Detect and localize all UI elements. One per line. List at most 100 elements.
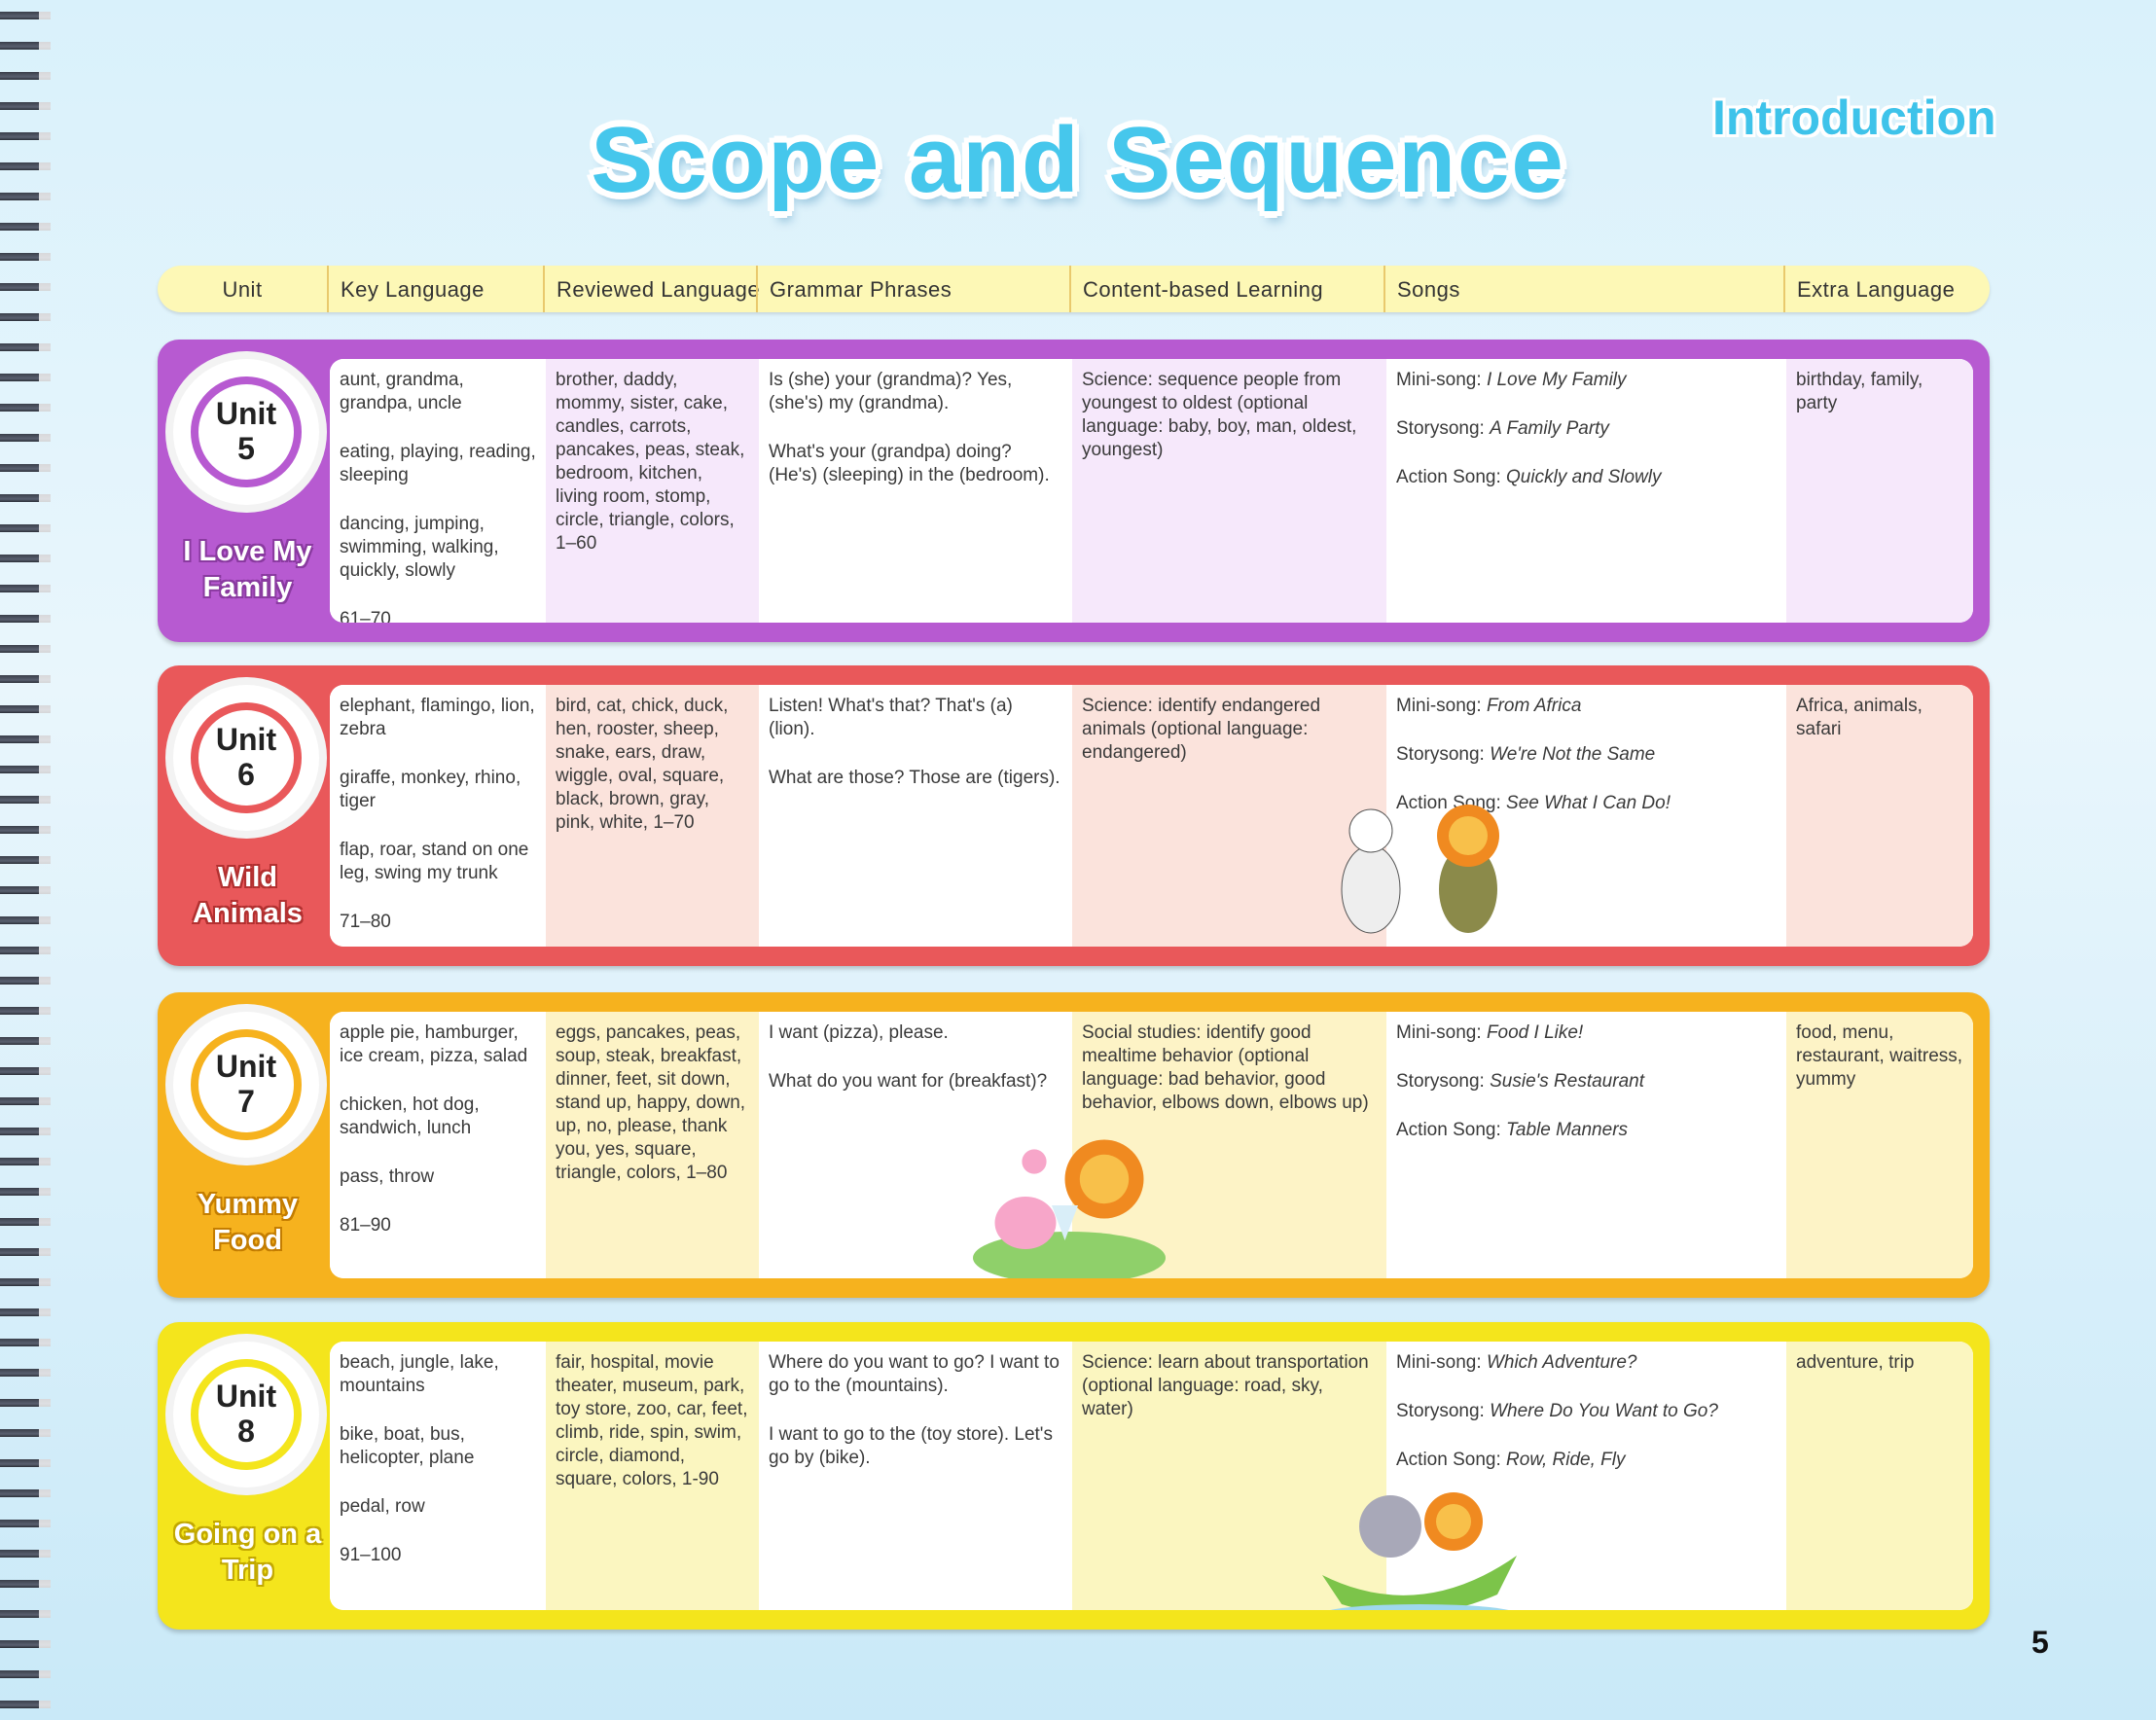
cell-text: eating, playing, reading, sleeping <box>340 442 536 485</box>
unit-badge: Unit 6 <box>173 685 319 831</box>
unit-title: Going on a Trip <box>173 1519 322 1586</box>
header-reviewed-language: Reviewed Language <box>543 266 760 312</box>
unit-row: Unit 8 Going on a Trip beach, jungle, lake,… <box>158 1322 1990 1630</box>
zebra-and-lion-explorers-illustration <box>1341 805 1499 934</box>
header-songs: Songs <box>1383 266 1783 312</box>
unit-title: Wild Animals <box>193 862 303 929</box>
unit-label: Unit <box>215 722 277 757</box>
cell-text: Listen! What's that? That's (a) (lion). <box>769 696 1013 739</box>
cell-reviewed-language: fair, hospital, movie theater, museum, p… <box>546 1342 759 1610</box>
unit-title: Yummy Food <box>197 1189 299 1256</box>
unit-content-panel: apple pie, hamburger, ice cream, pizza, … <box>330 1012 1973 1278</box>
song-title: Where Do You Want to Go? <box>1490 1401 1718 1421</box>
song-type: Action Song: <box>1396 1450 1501 1470</box>
song-entry: Mini-song: Which Adventure? <box>1396 1351 1777 1375</box>
cell-text: adventure, trip <box>1796 1352 1915 1373</box>
unit-number-ring: Unit 8 <box>191 1359 302 1470</box>
song-title: See What I Can Do! <box>1506 793 1671 813</box>
cell-extra: Africa, animals, safari <box>1786 685 1973 947</box>
cell-songs: Mini-song: Which Adventure? Storysong: Wh… <box>1386 1342 1786 1610</box>
cell-text: pedal, row <box>340 1496 425 1517</box>
cell-extra: food, menu, restaurant, waitress, yummy <box>1786 1012 1973 1278</box>
cell-text: Science: sequence people from youngest t… <box>1082 370 1357 460</box>
header-extra-language: Extra Language <box>1783 266 1990 312</box>
cell-text: 71–80 <box>340 912 391 932</box>
unit-label: Unit <box>215 1379 277 1414</box>
cell-text: Science: identify endangered animals (op… <box>1082 696 1321 763</box>
cell-text: giraffe, monkey, rhino, tiger <box>340 768 521 811</box>
song-title: Food I Like! <box>1486 1022 1584 1043</box>
cell-text: beach, jungle, lake, mountains <box>340 1352 499 1396</box>
header-grammar-phrases: Grammar Phrases <box>756 266 1069 312</box>
cell-content: Science: sequence people from youngest t… <box>1072 359 1386 623</box>
cell-text: dancing, jumping, swimming, walking, qui… <box>340 514 499 581</box>
song-entry: Storysong: Susie's Restaurant <box>1396 1070 1777 1093</box>
song-entry: Storysong: A Family Party <box>1396 417 1777 441</box>
song-title: I Love My Family <box>1486 370 1627 390</box>
cell-text: brother, daddy, mommy, sister, cake, can… <box>556 370 745 554</box>
unit-content-panel: elephant, flamingo, lion, zebra giraffe, … <box>330 685 1973 947</box>
song-entry: Mini-song: From Africa <box>1396 695 1777 718</box>
cell-text: aunt, grandma, grandpa, uncle <box>340 370 464 413</box>
song-type: Action Song: <box>1396 1120 1501 1140</box>
cell-key-language: elephant, flamingo, lion, zebra giraffe, … <box>330 685 546 947</box>
cell-text: Social studies: identify good mealtime b… <box>1082 1022 1369 1113</box>
song-entry: Action Song: Quickly and Slowly <box>1396 466 1777 489</box>
unit-number-ring: Unit 5 <box>191 376 302 487</box>
unit-badge: Unit 8 <box>173 1342 319 1487</box>
unit-row: Unit 7 Yummy Food apple pie, hamburger, ice… <box>158 992 1990 1298</box>
song-title: Quickly and Slowly <box>1506 467 1662 487</box>
cell-grammar: Listen! What's that? That's (a) (lion). W… <box>759 685 1072 947</box>
song-entry: Mini-song: Food I Like! <box>1396 1021 1777 1045</box>
unit-label: Unit <box>215 1049 277 1084</box>
song-title: Row, Ride, Fly <box>1506 1450 1626 1470</box>
unit-number: 7 <box>237 1084 255 1119</box>
song-title: A Family Party <box>1490 418 1609 439</box>
header-unit: Unit <box>222 277 263 302</box>
cell-text: What do you want for (breakfast)? <box>769 1071 1048 1092</box>
header-key-language: Key Language <box>327 266 543 312</box>
song-entry: Action Song: Row, Ride, Fly <box>1396 1449 1777 1472</box>
flamingo-and-lion-eating-illustration <box>973 1139 1166 1278</box>
song-entry: Storysong: We're Not the Same <box>1396 743 1777 767</box>
cell-extra: birthday, family, party <box>1786 359 1973 623</box>
cell-text: What's your (grandpa) doing? (He's) (sle… <box>769 442 1050 485</box>
song-title: Susie's Restaurant <box>1490 1071 1644 1092</box>
flamingo-family-illustration <box>1945 398 1973 623</box>
header-content-based-learning: Content-based Learning <box>1069 266 1383 312</box>
cell-text: elephant, flamingo, lion, zebra <box>340 696 535 739</box>
song-title: Which Adventure? <box>1486 1352 1637 1373</box>
cell-text: Science: learn about transportation (opt… <box>1082 1352 1369 1419</box>
cell-text: eggs, pancakes, peas, soup, steak, break… <box>556 1022 746 1183</box>
cell-extra: adventure, trip <box>1786 1342 1973 1610</box>
cell-content: Science: learn about transportation (opt… <box>1072 1342 1386 1610</box>
unit-content-panel: beach, jungle, lake, mountains bike, boat… <box>330 1342 1973 1610</box>
song-type: Action Song: <box>1396 467 1501 487</box>
song-type: Mini-song: <box>1396 1352 1482 1373</box>
cell-text: bike, boat, bus, helicopter, plane <box>340 1424 475 1468</box>
song-type: Storysong: <box>1396 1401 1485 1421</box>
elephant-and-lion-rowing-boat-illustration <box>1322 1492 1517 1610</box>
song-entry: Storysong: Where Do You Want to Go? <box>1396 1400 1777 1423</box>
unit-badge: Unit 7 <box>173 1012 319 1158</box>
cell-text: 91–100 <box>340 1545 402 1565</box>
cell-text: apple pie, hamburger, ice cream, pizza, … <box>340 1022 528 1066</box>
cell-text: food, menu, restaurant, waitress, yummy <box>1796 1022 1963 1090</box>
unit-content-panel: aunt, grandma, grandpa, uncle eating, pla… <box>330 359 1973 623</box>
cell-text: Where do you want to go? I want to go to… <box>769 1352 1060 1396</box>
unit-row: Unit 5 I Love My Family aunt, grandma, gran… <box>158 340 1990 642</box>
song-type: Mini-song: <box>1396 1022 1482 1043</box>
unit-row: Unit 6 Wild Animals elephant, flamingo, lio… <box>158 665 1990 966</box>
cell-text: fair, hospital, movie theater, museum, p… <box>556 1352 748 1489</box>
cell-text: Is (she) your (grandma)? Yes, (she's) my… <box>769 370 1013 413</box>
section-label: Introduction <box>1712 90 1996 145</box>
cell-text: I want (pizza), please. <box>769 1022 949 1043</box>
cell-reviewed-language: bird, cat, chick, duck, hen, rooster, sh… <box>546 685 759 947</box>
song-title: We're Not the Same <box>1490 744 1656 765</box>
unit-number-ring: Unit 6 <box>191 702 302 813</box>
unit-number: 6 <box>237 757 255 792</box>
table-header: Unit Key Language Reviewed Language Grammar… <box>158 266 1990 312</box>
song-title: Table Manners <box>1506 1120 1629 1140</box>
song-type: Storysong: <box>1396 1071 1485 1092</box>
cell-songs: Mini-song: I Love My Family Storysong: A … <box>1386 359 1786 623</box>
